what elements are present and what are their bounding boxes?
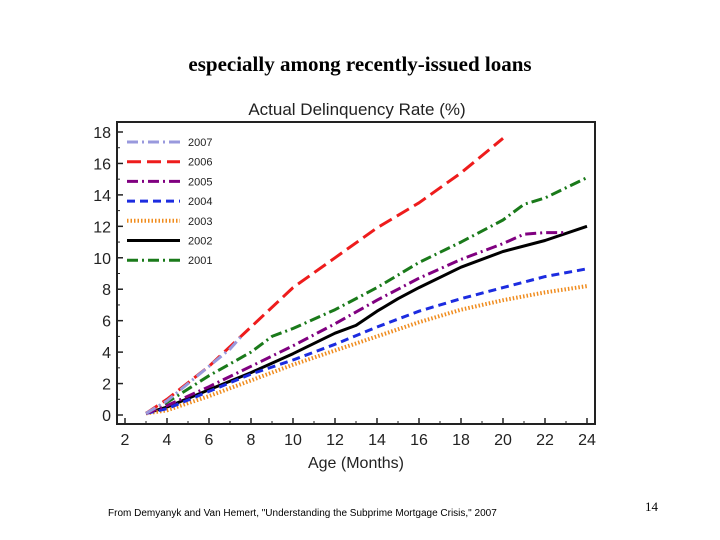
- y-tick-label: 0: [102, 408, 111, 425]
- x-tick-label: 8: [247, 432, 256, 449]
- slide-title: especially among recently-issued loans: [188, 52, 532, 76]
- series-line-2003: [145, 284, 588, 416]
- legend-label-2002: 2002: [188, 236, 212, 248]
- series-line-2005: [145, 231, 566, 415]
- y-tick-label: 18: [93, 125, 111, 142]
- chart-legend: 2007 2006 2005 2004 2003 2002 2001: [127, 137, 212, 267]
- y-tick-label: 10: [93, 251, 111, 268]
- series-line-2002: [145, 224, 588, 415]
- legend-label-2006: 2006: [188, 157, 212, 169]
- x-tick-label: 10: [284, 432, 302, 449]
- x-tick-label: 4: [163, 432, 172, 449]
- y-axis: 0 2 4 6 8 10 12 14 16 18: [93, 125, 123, 425]
- source-footnote: From Demyanyk and Van Hemert, "Understan…: [108, 508, 497, 519]
- series-line-2004: [145, 267, 588, 415]
- series-lines: [145, 137, 588, 416]
- x-tick-label: 14: [368, 432, 386, 449]
- series-line-2007: [145, 333, 244, 415]
- y-tick-label: 8: [102, 282, 111, 299]
- x-tick-label: 18: [452, 432, 470, 449]
- slide-number: 14: [645, 499, 658, 514]
- x-tick-label: 6: [205, 432, 214, 449]
- x-tick-label: 24: [578, 432, 596, 449]
- x-tick-label: 12: [326, 432, 344, 449]
- legend-label-2007: 2007: [188, 137, 212, 149]
- y-tick-label: 6: [102, 314, 111, 331]
- y-tick-label: 16: [93, 156, 111, 173]
- legend-label-2001: 2001: [188, 255, 212, 267]
- x-tick-label: 20: [494, 432, 512, 449]
- y-tick-label: 2: [102, 377, 111, 394]
- y-tick-label: 14: [93, 188, 111, 205]
- legend-label-2003: 2003: [188, 216, 212, 228]
- legend-label-2004: 2004: [188, 196, 212, 208]
- x-axis: 2 4 6 8 10 12 14 16 18 20 22 24: [121, 418, 596, 449]
- x-tick-label: 22: [536, 432, 554, 449]
- x-tick-label: 16: [410, 432, 428, 449]
- x-axis-label: Age (Months): [308, 455, 404, 472]
- legend-label-2005: 2005: [188, 176, 212, 188]
- y-tick-label: 4: [102, 345, 111, 362]
- x-tick-label: 2: [121, 432, 130, 449]
- y-tick-label: 12: [93, 219, 111, 236]
- chart-title: Actual Delinquency Rate (%): [248, 100, 465, 119]
- series-line-2001: [145, 176, 588, 415]
